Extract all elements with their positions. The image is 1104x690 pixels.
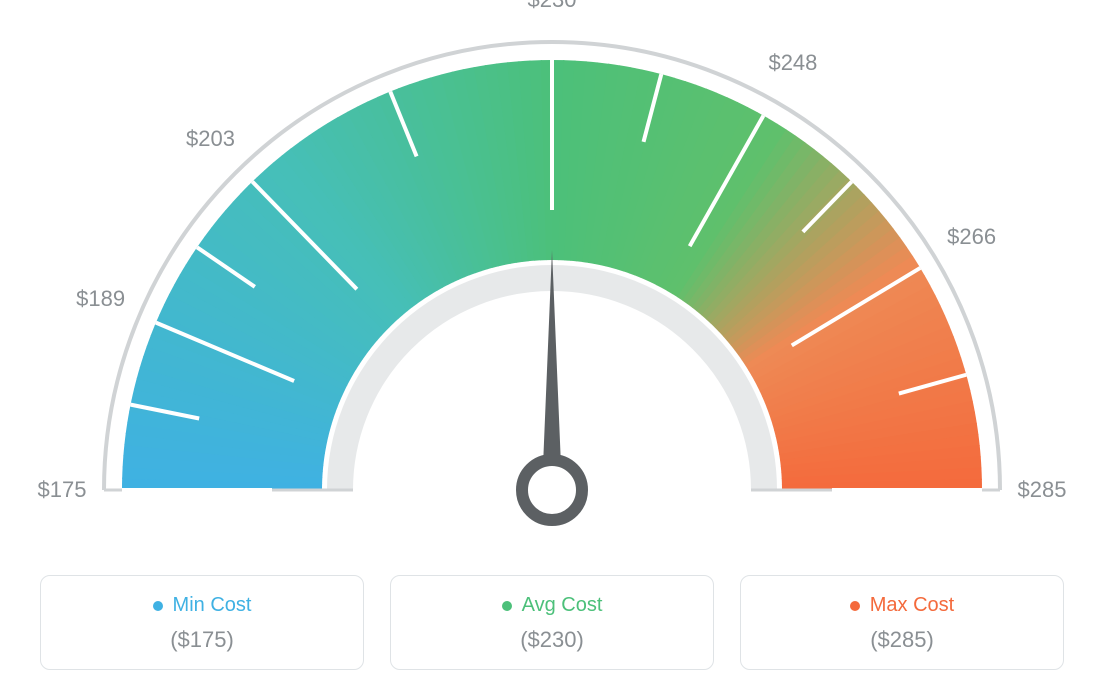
legend-value-avg: ($230): [401, 627, 703, 653]
legend-label-max: Max Cost: [870, 594, 954, 617]
gauge-tick-label: $203: [186, 126, 235, 152]
legend-label-avg: Avg Cost: [522, 594, 603, 617]
legend-card-max: Max Cost ($285): [740, 575, 1064, 670]
legend-row: Min Cost ($175) Avg Cost ($230) Max Cost…: [40, 575, 1064, 670]
legend-label-min: Min Cost: [173, 594, 252, 617]
gauge-tick-label: $230: [528, 0, 577, 13]
legend-dot-avg: [502, 601, 512, 611]
legend-top: Avg Cost: [502, 594, 603, 617]
gauge-svg: [0, 0, 1104, 560]
legend-value-max: ($285): [751, 627, 1053, 653]
legend-dot-min: [153, 601, 163, 611]
gauge-tick-label: $248: [768, 50, 817, 76]
gauge-tick-label: $175: [38, 477, 87, 503]
legend-card-min: Min Cost ($175): [40, 575, 364, 670]
legend-value-min: ($175): [51, 627, 353, 653]
cost-gauge: $175 $189 $203 $230 $248 $266 $285: [0, 0, 1104, 560]
legend-dot-max: [850, 601, 860, 611]
gauge-tick-label: $285: [1018, 477, 1067, 503]
legend-card-avg: Avg Cost ($230): [390, 575, 714, 670]
legend-top: Max Cost: [850, 594, 954, 617]
gauge-needle-hub: [522, 460, 582, 520]
legend-top: Min Cost: [153, 594, 252, 617]
gauge-tick-label: $189: [76, 286, 125, 312]
gauge-tick-label: $266: [947, 224, 996, 250]
